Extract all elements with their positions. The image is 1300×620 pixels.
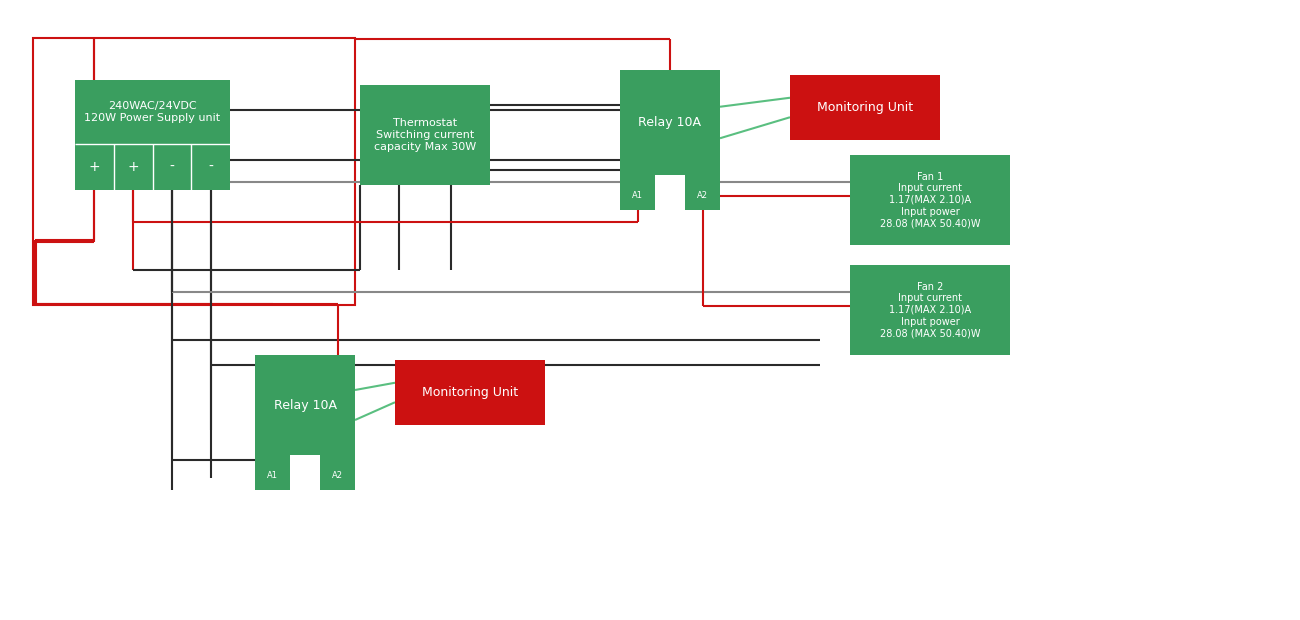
- Bar: [850, 155, 1010, 245]
- Bar: [395, 360, 545, 425]
- Text: +: +: [127, 160, 139, 174]
- Bar: [655, 175, 685, 210]
- Bar: [320, 455, 355, 490]
- Text: Fan 2
Input current
1.17(MAX 2.10)A
Input power
28.08 (MAX 50.40)W: Fan 2 Input current 1.17(MAX 2.10)A Inpu…: [880, 282, 980, 338]
- Bar: [620, 175, 655, 210]
- Bar: [114, 144, 152, 190]
- Bar: [152, 144, 191, 190]
- Text: A1: A1: [266, 471, 278, 480]
- Text: A2: A2: [332, 471, 343, 480]
- Bar: [685, 175, 720, 210]
- Bar: [360, 85, 490, 185]
- Text: Thermostat
Switching current
capacity Max 30W: Thermostat Switching current capacity Ma…: [374, 118, 476, 152]
- Text: A2: A2: [697, 192, 709, 200]
- Bar: [191, 144, 230, 190]
- Text: A1: A1: [632, 192, 644, 200]
- Text: -: -: [169, 160, 174, 174]
- Bar: [790, 75, 940, 140]
- Text: Fan 1
Input current
1.17(MAX 2.10)A
Input power
28.08 (MAX 50.40)W: Fan 1 Input current 1.17(MAX 2.10)A Inpu…: [880, 172, 980, 228]
- Bar: [255, 355, 355, 455]
- Bar: [75, 80, 230, 144]
- Bar: [32, 38, 355, 305]
- Bar: [620, 70, 720, 175]
- Bar: [850, 265, 1010, 355]
- Text: Relay 10A: Relay 10A: [273, 399, 337, 412]
- Text: +: +: [88, 160, 100, 174]
- Text: -: -: [208, 160, 213, 174]
- Text: Monitoring Unit: Monitoring Unit: [422, 386, 519, 399]
- Bar: [255, 455, 290, 490]
- Bar: [75, 144, 114, 190]
- Bar: [290, 455, 320, 490]
- Text: 240WAC/24VDC
120W Power Supply unit: 240WAC/24VDC 120W Power Supply unit: [84, 101, 221, 123]
- Text: Monitoring Unit: Monitoring Unit: [816, 101, 913, 114]
- Text: Relay 10A: Relay 10A: [638, 116, 702, 129]
